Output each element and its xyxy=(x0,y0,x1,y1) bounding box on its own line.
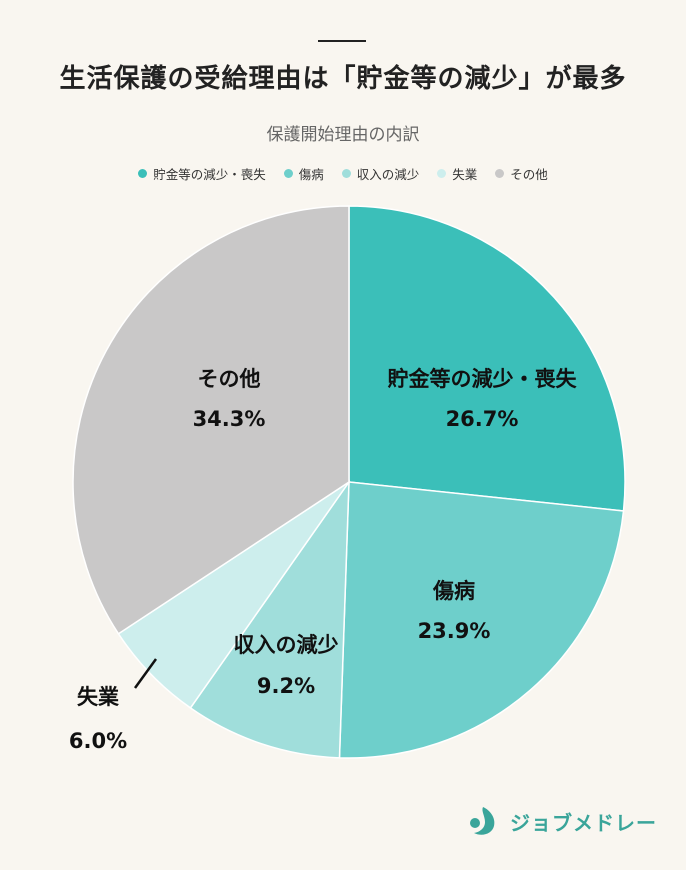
legend-item: 失業 xyxy=(437,164,477,183)
pie-slice xyxy=(348,205,626,512)
legend-swatch xyxy=(437,169,447,178)
leader-line xyxy=(133,658,158,689)
legend-swatch xyxy=(341,169,351,178)
legend-label: 収入の減少 xyxy=(356,167,420,182)
legend-item: 貯金等の減少・喪失 xyxy=(138,164,266,183)
pie-slice xyxy=(72,205,350,635)
slice-value-income: 9.2% xyxy=(257,674,315,698)
legend-swatch xyxy=(495,169,505,178)
legend-swatch xyxy=(138,169,148,178)
legend-item: 傷病 xyxy=(283,164,324,183)
legend-label: 傷病 xyxy=(298,167,324,182)
slice-value-illness: 23.9% xyxy=(418,619,491,643)
slice-value-other: 34.3% xyxy=(193,407,266,431)
title-rule xyxy=(318,40,366,42)
chart-legend: 貯金等の減少・喪失 傷病 収入の減少 失業 その他 xyxy=(0,164,686,183)
legend-label: 貯金等の減少・喪失 xyxy=(153,167,266,182)
brand-name: ジョブメドレー xyxy=(510,810,657,835)
legend-label: その他 xyxy=(510,167,548,182)
slice-value-savings: 26.7% xyxy=(446,407,519,431)
brand-logo: ジョブメドレー xyxy=(466,804,657,838)
chart-title: 保護開始理由の内訳 xyxy=(266,125,420,145)
legend-item: その他 xyxy=(495,164,548,183)
slice-label-unemployment: 失業 xyxy=(77,685,120,709)
legend-item: 収入の減少 xyxy=(341,164,420,183)
pie-slice xyxy=(338,481,625,759)
page-title: 生活保護の受給理由は「貯金等の減少」が最多 xyxy=(59,64,627,94)
slice-label-income: 収入の減少 xyxy=(234,633,339,657)
slice-label-illness: 傷病 xyxy=(432,579,475,603)
slice-label-savings: 貯金等の減少・喪失 xyxy=(388,367,578,391)
legend-label: 失業 xyxy=(452,167,478,182)
slice-value-unemployment: 6.0% xyxy=(69,729,127,753)
slice-label-other: その他 xyxy=(198,367,261,391)
pie-slice xyxy=(189,479,350,759)
legend-swatch xyxy=(283,169,293,178)
brand-logo-icon xyxy=(470,807,495,835)
